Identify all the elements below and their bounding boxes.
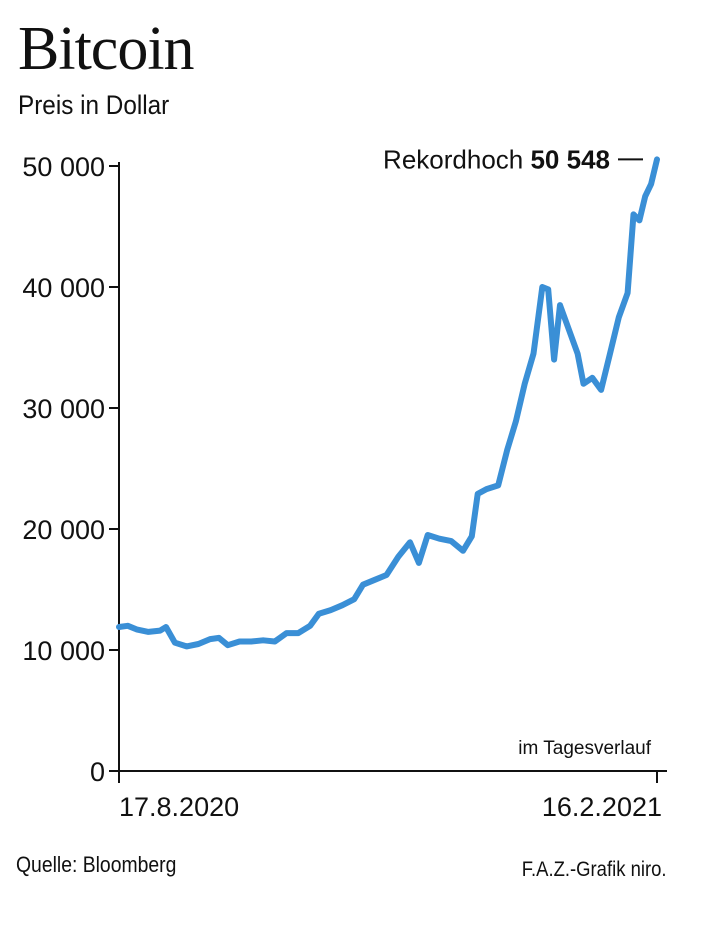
chart-note: im Tagesverlauf	[518, 738, 651, 759]
series-line	[116, 156, 660, 650]
y-tick-label: 50 000	[22, 152, 105, 182]
source-note: Quelle: Bloomberg	[16, 852, 177, 877]
record-high-prefix: Rekordhoch	[383, 144, 530, 174]
y-tick-label: 30 000	[22, 394, 105, 424]
y-tick-label: 40 000	[22, 273, 105, 303]
record-high-label: Rekordhoch 50 548	[383, 144, 610, 174]
x-tick-label-start: 17.8.2020	[119, 792, 239, 822]
y-tick-label: 10 000	[22, 636, 105, 666]
chart-subtitle: Preis in Dollar	[18, 90, 170, 120]
x-tick-label-end: 16.2.2021	[542, 792, 662, 822]
y-tick-label: 20 000	[22, 515, 105, 545]
graphic-credit: F.A.Z.-Grafik niro.	[522, 858, 667, 881]
y-tick-label: 0	[90, 757, 105, 787]
chart-title: Bitcoin	[18, 15, 195, 83]
record-high-value: 50 548	[530, 144, 610, 174]
line-chart: 0 10 000 20 000 30 000 40 000 50 000 17.8.2020…	[22, 144, 667, 822]
